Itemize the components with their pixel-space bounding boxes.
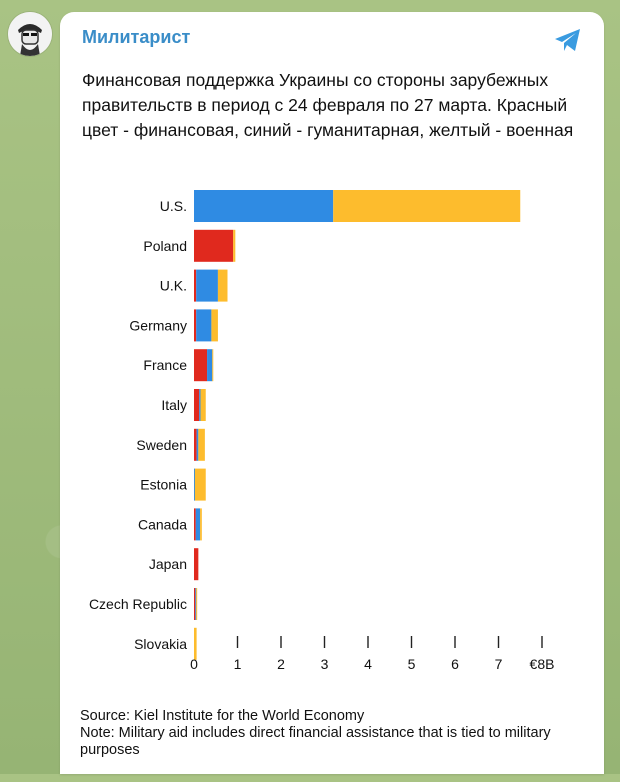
bar-segment-1 (194, 190, 334, 222)
x-tick-label: 3 (321, 656, 329, 672)
category-label: Slovakia (134, 636, 187, 652)
stacked-bar-chart: U.S. Poland U.K. Germany France Italy Sweden Es… (89, 190, 555, 672)
category-label: Sweden (136, 437, 187, 453)
category-label: Italy (161, 397, 187, 413)
telegram-share-icon[interactable] (552, 24, 584, 56)
x-tick-label: 0 (190, 656, 198, 672)
chart-source: Source: Kiel Institute for the World Eco… (80, 708, 365, 724)
bar-segment-2 (196, 588, 198, 620)
category-label: Estonia (140, 477, 187, 493)
chart-note: Note: Military aid includes direct finan… (80, 725, 551, 758)
category-label: U.S. (160, 198, 187, 214)
category-label: Japan (149, 556, 187, 572)
x-tick-label: 7 (495, 656, 503, 672)
bar-segment-2 (211, 309, 218, 342)
category-label: Czech Republic (89, 596, 187, 612)
bar-segment-2 (217, 269, 228, 302)
category-label: U.K. (160, 278, 187, 294)
category-label: Poland (143, 238, 187, 254)
bar-segment-2 (198, 428, 205, 461)
category-label: Germany (129, 317, 187, 333)
x-tick-label: 2 (277, 656, 285, 672)
bar-segment-0 (194, 428, 197, 461)
bar-segment-2 (194, 627, 197, 660)
bar-segment-1 (194, 468, 195, 501)
bar-segment-0 (194, 309, 197, 342)
x-tick-label: €8B (530, 656, 555, 672)
avatar-icon (8, 12, 52, 56)
message-card: Милитарист Финансовая поддержка Украины … (60, 12, 604, 774)
message-text: Финансовая поддержка Украины со стороны … (82, 70, 574, 140)
bar-segment-1 (195, 508, 201, 541)
x-tick-label: 6 (451, 656, 459, 672)
bar-segment-1 (199, 389, 201, 421)
bar-segment-2 (200, 508, 202, 541)
bar-segment-0 (194, 269, 197, 302)
bar-segment-0 (194, 349, 208, 382)
bar-segment-1 (196, 428, 199, 461)
category-label: France (143, 357, 187, 373)
bar-segment-2 (333, 190, 521, 222)
channel-name[interactable]: Милитарист (82, 27, 191, 47)
bar-segment-0 (194, 229, 234, 262)
category-label: Canada (138, 516, 187, 532)
bar-segment-2 (194, 468, 206, 501)
channel-avatar[interactable] (8, 12, 52, 56)
bar-segment-2 (233, 229, 236, 262)
chart-source-note: Source: Kiel Institute for the World Eco… (80, 708, 600, 759)
bar-segment-0 (194, 548, 199, 581)
x-tick-label: 5 (408, 656, 416, 672)
bar-segment-1 (196, 309, 212, 342)
x-tick-label: 4 (364, 656, 372, 672)
bar-segment-0 (194, 508, 196, 541)
bar-segment-0 (194, 389, 200, 421)
bar-segment-1 (207, 349, 213, 382)
bar-segment-1 (195, 588, 197, 620)
bar-segment-1 (196, 269, 218, 302)
bar-segment-2 (212, 349, 214, 382)
x-tick-label: 1 (234, 656, 242, 672)
chart-image: U.S. Poland U.K. Germany France Italy Sweden Es… (68, 172, 598, 782)
bar-segment-0 (194, 588, 196, 620)
bar-segment-2 (200, 389, 206, 421)
